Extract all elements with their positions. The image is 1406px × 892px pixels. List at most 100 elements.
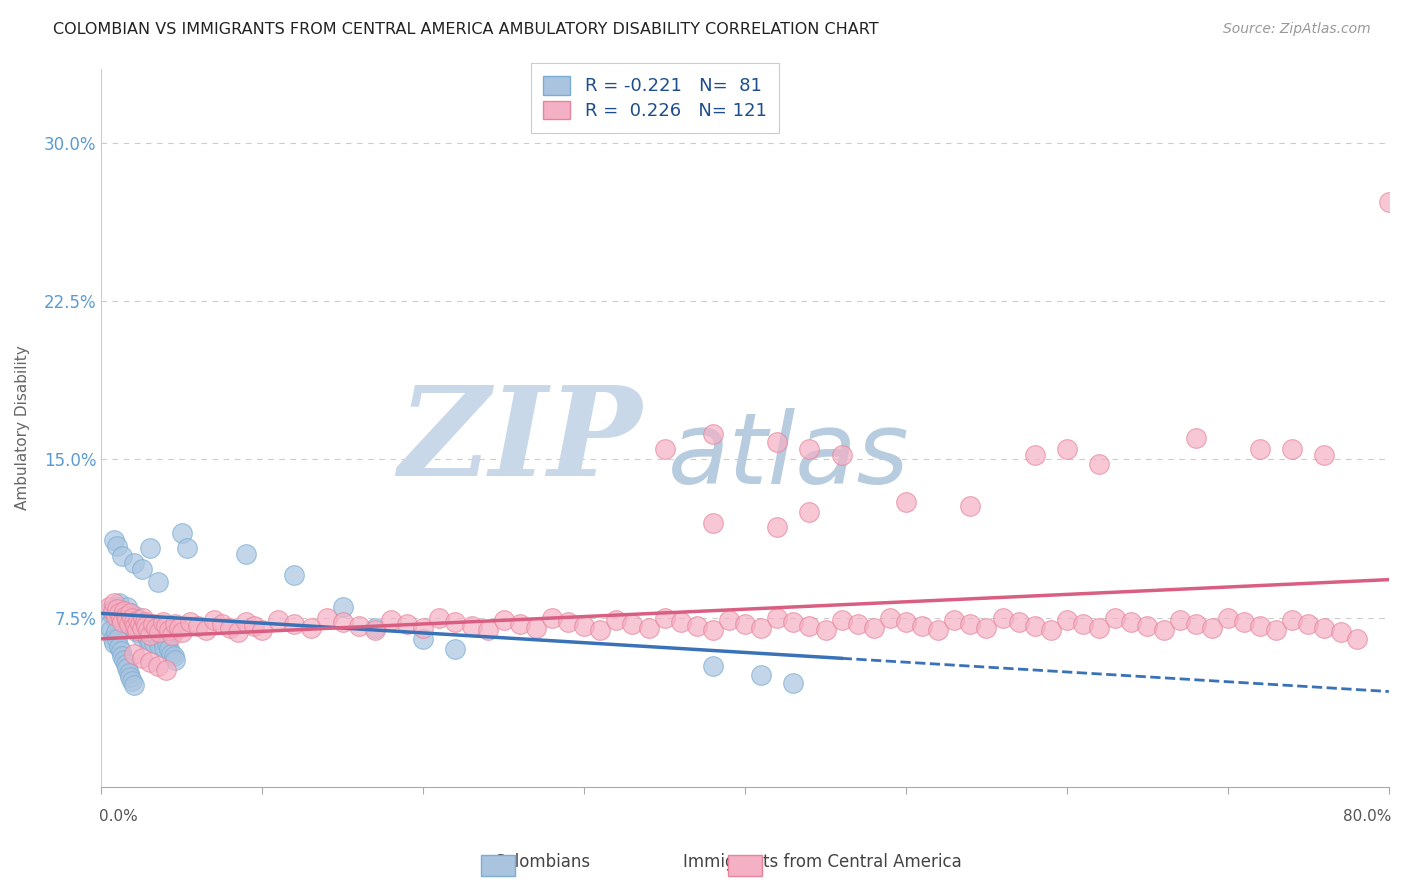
- Point: [211, 617, 233, 632]
- Point: [132, 619, 155, 633]
- Point: [134, 615, 156, 629]
- Point: [136, 632, 159, 646]
- Point: [1088, 457, 1111, 471]
- Point: [127, 613, 149, 627]
- Point: [157, 642, 180, 657]
- Point: [121, 610, 143, 624]
- Point: [427, 610, 450, 624]
- Point: [122, 678, 145, 692]
- Point: [138, 621, 160, 635]
- Y-axis label: Ambulatory Disability: Ambulatory Disability: [15, 345, 30, 510]
- Text: Source: ZipAtlas.com: Source: ZipAtlas.com: [1223, 22, 1371, 37]
- Point: [991, 610, 1014, 624]
- Point: [143, 636, 166, 650]
- Point: [347, 619, 370, 633]
- Point: [315, 610, 337, 624]
- Point: [156, 636, 179, 650]
- Point: [444, 642, 467, 657]
- Point: [152, 615, 174, 629]
- Point: [118, 665, 141, 680]
- Text: atlas: atlas: [668, 408, 910, 505]
- Point: [159, 647, 181, 661]
- Point: [122, 615, 145, 629]
- Point: [135, 627, 157, 641]
- Point: [1184, 617, 1206, 632]
- Point: [396, 617, 419, 632]
- Point: [160, 627, 183, 641]
- Point: [153, 640, 176, 655]
- Point: [107, 600, 129, 615]
- Point: [267, 613, 290, 627]
- Point: [108, 596, 131, 610]
- Point: [127, 613, 149, 627]
- Point: [146, 632, 169, 646]
- Point: [332, 615, 354, 629]
- Point: [148, 625, 170, 640]
- Point: [299, 621, 322, 635]
- Point: [412, 632, 434, 646]
- Point: [121, 673, 143, 688]
- Point: [135, 619, 157, 633]
- Point: [332, 600, 354, 615]
- Point: [766, 435, 789, 450]
- Point: [364, 624, 387, 638]
- Point: [124, 608, 146, 623]
- Point: [122, 556, 145, 570]
- Point: [1298, 617, 1320, 632]
- Point: [654, 442, 676, 456]
- Point: [138, 627, 160, 641]
- Point: [115, 600, 138, 615]
- Point: [1201, 621, 1223, 635]
- Point: [1313, 621, 1336, 635]
- Point: [654, 610, 676, 624]
- Point: [114, 657, 136, 671]
- Point: [118, 613, 141, 627]
- Point: [959, 617, 981, 632]
- Point: [176, 541, 198, 555]
- Point: [799, 619, 821, 633]
- Text: Colombians: Colombians: [492, 853, 591, 871]
- Point: [145, 621, 167, 635]
- Point: [911, 619, 934, 633]
- Point: [782, 676, 804, 690]
- Point: [152, 633, 174, 648]
- Point: [111, 549, 134, 564]
- Point: [136, 624, 159, 638]
- Point: [1168, 613, 1191, 627]
- Point: [1039, 624, 1062, 638]
- Point: [101, 604, 124, 618]
- Point: [492, 613, 515, 627]
- Point: [146, 574, 169, 589]
- Point: [219, 621, 242, 635]
- Point: [541, 610, 564, 624]
- Point: [145, 624, 167, 638]
- Point: [115, 613, 138, 627]
- Point: [734, 617, 756, 632]
- Point: [894, 494, 917, 508]
- Point: [163, 648, 186, 663]
- Point: [122, 621, 145, 635]
- Point: [103, 636, 125, 650]
- Point: [1281, 442, 1303, 456]
- Point: [110, 610, 132, 624]
- Point: [125, 624, 148, 638]
- Point: [846, 617, 869, 632]
- Point: [621, 617, 644, 632]
- Point: [1329, 625, 1351, 640]
- Point: [1056, 613, 1078, 627]
- Point: [702, 516, 724, 530]
- Point: [120, 619, 142, 633]
- Point: [125, 617, 148, 632]
- Point: [131, 650, 153, 665]
- Point: [380, 613, 402, 627]
- Point: [101, 608, 124, 623]
- Point: [235, 547, 257, 561]
- Point: [1378, 194, 1400, 209]
- Point: [226, 625, 249, 640]
- Point: [1024, 619, 1046, 633]
- Point: [1136, 619, 1159, 633]
- Point: [129, 617, 152, 632]
- Point: [98, 619, 121, 633]
- Point: [799, 505, 821, 519]
- Point: [155, 664, 177, 678]
